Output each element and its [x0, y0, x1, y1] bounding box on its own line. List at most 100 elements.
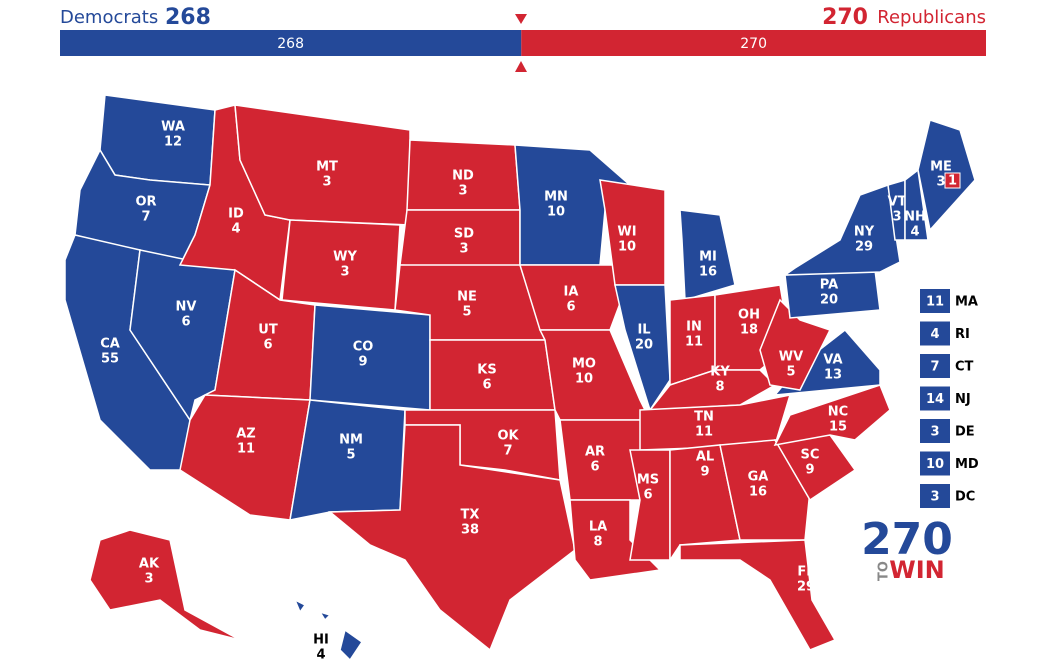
split-votes: 1 — [948, 174, 957, 189]
state-votes: 4 — [910, 225, 919, 240]
small-votes: 4 — [930, 327, 939, 342]
small-votes: 10 — [926, 457, 944, 472]
small-box — [920, 419, 950, 443]
state-votes: 8 — [715, 380, 724, 395]
state-votes: 38 — [461, 523, 479, 538]
state-abbr: NH — [904, 210, 926, 225]
state-votes: 5 — [462, 305, 471, 320]
state-abbr: CA — [100, 337, 120, 352]
state-abbr: WY — [333, 250, 357, 265]
state-abbr: ND — [452, 169, 474, 184]
state-abbr: NY — [854, 225, 875, 240]
state-votes: 11 — [237, 442, 255, 457]
state-abbr: GA — [748, 470, 769, 485]
state — [518, 264, 626, 331]
dem-label: Democrats — [60, 7, 158, 28]
small-box — [920, 354, 950, 378]
state-votes: 20 — [635, 338, 653, 353]
state-abbr: WI — [617, 225, 636, 240]
state-abbr: MI — [699, 250, 717, 265]
state-abbr: TX — [461, 508, 480, 523]
state-abbr: TN — [694, 410, 714, 425]
state-votes: 7 — [141, 210, 150, 225]
state-abbr: UT — [258, 323, 278, 338]
state-votes: 55 — [101, 352, 119, 367]
state — [719, 439, 811, 541]
state-abbr: IA — [564, 285, 579, 300]
state — [782, 183, 901, 276]
state — [339, 628, 364, 662]
state-abbr: KS — [477, 363, 496, 378]
state — [679, 539, 837, 651]
state — [669, 444, 741, 563]
state-abbr: AK — [139, 557, 160, 572]
state-votes: 29 — [797, 580, 815, 595]
state-abbr: NE — [457, 290, 477, 305]
state — [514, 144, 632, 266]
state-votes: 6 — [643, 488, 652, 503]
state-votes: 8 — [593, 535, 602, 550]
rep-bar-label: 270 — [740, 36, 767, 52]
small-abbr: MD — [955, 457, 979, 472]
small-abbr: RI — [955, 327, 970, 342]
small-votes: 14 — [926, 392, 944, 407]
state-votes: 3 — [322, 175, 331, 190]
state-abbr: NC — [828, 405, 848, 420]
state-votes: 20 — [820, 293, 838, 308]
small-votes: 7 — [930, 360, 939, 375]
state-abbr: MN — [544, 190, 568, 205]
state-votes: 13 — [824, 368, 842, 383]
state-votes: 29 — [855, 240, 873, 255]
state-votes: 10 — [575, 372, 593, 387]
state-abbr: AR — [585, 445, 605, 460]
state-votes: 9 — [358, 355, 367, 370]
dem-total: 268 — [165, 5, 211, 30]
state-abbr: CO — [353, 340, 374, 355]
state — [318, 610, 332, 622]
state — [614, 284, 671, 412]
state-abbr: LA — [589, 520, 607, 535]
state — [629, 449, 671, 561]
state-votes: 3 — [459, 242, 468, 257]
state-abbr: SD — [454, 227, 474, 242]
state-abbr: VA — [823, 353, 842, 368]
state — [89, 529, 241, 641]
state-votes: 15 — [829, 420, 847, 435]
state-abbr: MO — [572, 357, 596, 372]
state — [759, 298, 832, 391]
state-abbr: IN — [686, 320, 702, 335]
state — [293, 598, 307, 614]
state-abbr: OH — [738, 308, 760, 323]
state-abbr: KY — [710, 365, 730, 380]
small-abbr: NJ — [955, 392, 971, 407]
rep-total: 270 — [822, 5, 868, 30]
small-box — [920, 321, 950, 346]
state-votes: 4 — [231, 222, 240, 237]
small-abbr: DE — [955, 425, 975, 440]
state-abbr: HI — [313, 633, 329, 648]
state-abbr: NM — [339, 433, 363, 448]
state-votes: 18 — [740, 323, 758, 338]
split-box — [944, 172, 961, 189]
state-votes: 6 — [590, 460, 599, 475]
state-votes: 5 — [786, 365, 795, 380]
state-votes: 3 — [340, 265, 349, 280]
rep-label: Republicans — [877, 7, 986, 28]
state-abbr: AZ — [236, 427, 256, 442]
state-votes: 9 — [700, 465, 709, 480]
state-abbr: FL — [797, 565, 814, 580]
state-abbr: OK — [497, 429, 519, 444]
state — [99, 94, 216, 186]
state — [639, 394, 792, 451]
small-abbr: DC — [955, 490, 975, 505]
small-states: 11 MA 4 RI 7 CT 14 NJ 3 DE 10 MD 3 DC — [920, 289, 979, 508]
state-abbr: IL — [637, 323, 650, 338]
rep-bar — [521, 30, 986, 56]
state-abbr: MS — [637, 473, 659, 488]
dem-bar-label: 268 — [277, 36, 304, 52]
logo-number: 270 — [861, 514, 953, 565]
state — [773, 384, 891, 447]
logo-win: WIN — [889, 556, 945, 584]
state-votes: 6 — [566, 300, 575, 315]
